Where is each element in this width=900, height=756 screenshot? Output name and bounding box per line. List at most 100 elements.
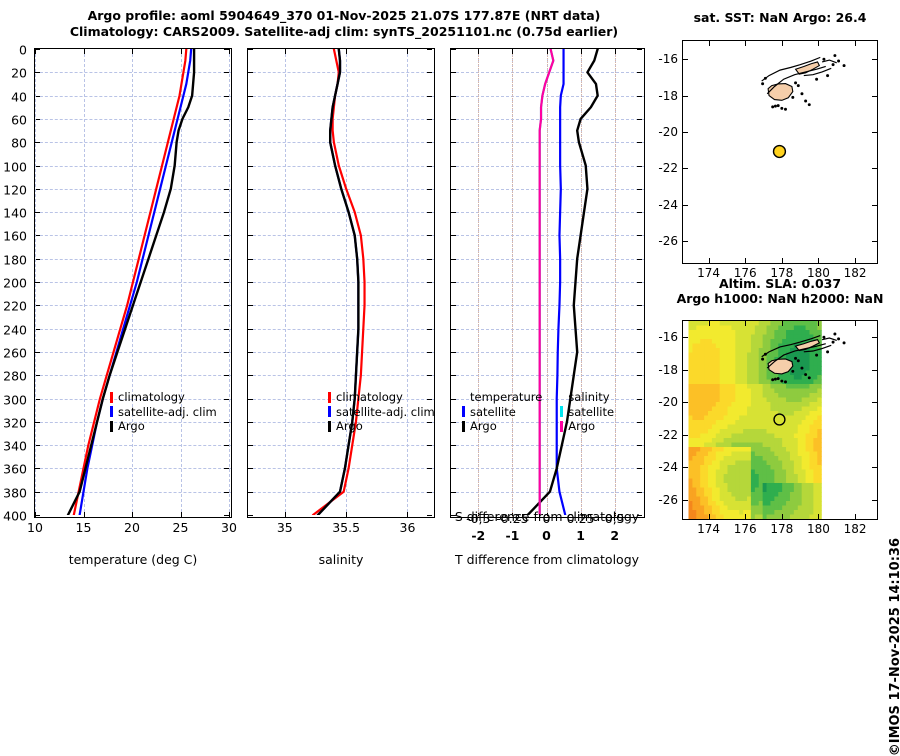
sla-field-cell: [750, 496, 756, 502]
sla-field-cell: [770, 437, 775, 444]
sla-field-cell: [774, 334, 779, 340]
sla-field-cell: [747, 338, 752, 345]
sla-field-cell: [692, 492, 697, 498]
sla-field-cell: [708, 437, 713, 444]
sla-field-cell: [817, 455, 822, 462]
y-axis-tick: [637, 142, 642, 144]
sla-field-cell: [708, 365, 713, 372]
coastline-arc: [761, 335, 821, 358]
sla-field-cell: [723, 365, 729, 372]
sla-field-cell: [758, 338, 764, 345]
sla-field-cell: [711, 505, 717, 511]
gridline-horizontal: [451, 421, 644, 423]
gridline-horizontal: [35, 491, 231, 493]
sla-field-cell: [692, 393, 697, 399]
sst-map[interactable]: [682, 40, 878, 264]
sla-field-cell: [805, 474, 811, 480]
sla-field-cell: [797, 411, 803, 417]
sla-field-cell: [688, 352, 693, 358]
sla-field-cell: [704, 446, 709, 453]
sla-field-cell: [817, 451, 822, 457]
y-axis-label: 300: [3, 392, 27, 407]
sla-field-cell: [715, 424, 721, 430]
sla-field-cell: [817, 334, 822, 340]
sla-field-cell: [754, 496, 760, 502]
sla-field-cell: [750, 487, 756, 493]
sla-field-cell: [711, 474, 717, 480]
sla-field-cell: [743, 487, 748, 493]
legend-columns: temperature satellite Argo salinity satellit…: [462, 390, 614, 434]
sla-field-cell: [735, 510, 740, 516]
sla-field-cell: [801, 388, 807, 394]
sla-field-cell: [715, 379, 721, 385]
sla-field-cell: [743, 433, 748, 439]
y-axis-tick: [35, 515, 40, 516]
sla-field-cell: [786, 474, 791, 480]
sla-field-cell: [754, 492, 760, 498]
sst-map-title: sat. SST: NaN Argo: 26.4: [693, 10, 867, 25]
sla-field-cell: [762, 442, 768, 448]
sla-field-cell: [727, 343, 733, 349]
sla-field-cell: [750, 334, 756, 340]
y-axis-tick: [637, 421, 642, 423]
sla-field-cell: [786, 352, 791, 358]
sla-field-cell: [805, 420, 811, 426]
sla-field-cell: [758, 356, 764, 363]
sla-field-cell: [700, 464, 705, 471]
sla-field-cell: [813, 451, 818, 457]
sla-field-cell: [786, 501, 791, 507]
legend-swatch: [110, 406, 113, 418]
sla-field-cell: [704, 514, 709, 519]
gridline-horizontal: [451, 468, 644, 470]
sla-field-cell: [789, 356, 795, 363]
legend-row: Argo: [560, 419, 614, 434]
sla-field-cell: [786, 420, 791, 426]
sla-field-cell: [747, 469, 752, 475]
y-axis-tick: [224, 398, 229, 400]
sla-field-cell: [805, 406, 811, 412]
map-x-tick: [745, 514, 747, 519]
sla-field-cell: [731, 388, 736, 394]
sla-field-cell: [774, 474, 779, 480]
sla-field-cell: [750, 437, 756, 444]
sla-field-cell: [782, 388, 787, 394]
sla-field-cell: [688, 329, 693, 336]
sla-field-cell: [770, 469, 775, 475]
sla-field-cell: [727, 428, 733, 435]
sla-field-cell: [723, 474, 729, 480]
gridline-vertical: [180, 49, 182, 517]
sla-field-cell: [688, 460, 693, 466]
sla-field-cell: [805, 415, 811, 421]
sla-field-cell: [782, 451, 787, 457]
argo-position-marker[interactable]: [772, 144, 787, 159]
sla-field-cell: [805, 496, 811, 502]
sla-field-cell: [774, 451, 779, 457]
temperature-profile-panel: 0 20 40 60 80 100 120 140 160 180 200 220 240 260 280 3…: [3, 43, 232, 524]
sla-field-cell: [789, 433, 795, 439]
sla-field-cell: [797, 424, 803, 430]
sla-field-cell: [735, 460, 740, 466]
sla-field-cell: [696, 338, 701, 345]
sla-field-cell: [739, 411, 744, 417]
sla-field-cell: [739, 321, 744, 327]
sla-field-cell: [708, 338, 713, 345]
sla-field-cell: [774, 415, 779, 421]
sla-field-cell: [715, 514, 721, 519]
y-axis-tick: [637, 491, 642, 493]
sla-field-cell: [774, 464, 779, 471]
sla-map[interactable]: [682, 320, 878, 520]
y-axis-tick: [35, 445, 40, 447]
sla-field-cell: [739, 365, 744, 372]
sla-field-cell: [809, 352, 814, 358]
sla-field-cell: [813, 420, 818, 426]
legend-label: climatology: [336, 390, 403, 404]
sla-field-cell: [786, 455, 791, 462]
sla-field-cell: [754, 437, 760, 444]
sla-field-cell: [778, 406, 783, 412]
sla-field-cell: [731, 505, 736, 511]
sla-field-cell: [758, 370, 764, 376]
argo-position-marker[interactable]: [773, 413, 786, 426]
sla-field-cell: [805, 384, 811, 390]
sla-field-cell: [801, 424, 807, 430]
sla-field-cell: [708, 478, 713, 484]
